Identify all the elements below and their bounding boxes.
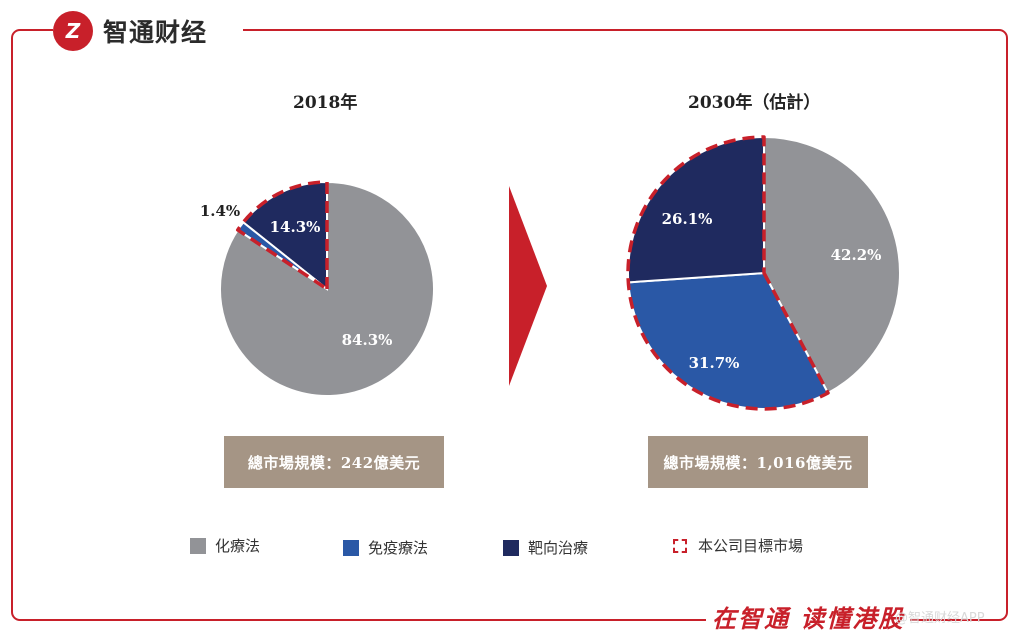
market-size-2018: 總市場規模：242億美元 bbox=[224, 436, 444, 488]
footer-slogan: 在智通 读懂港股 bbox=[706, 599, 911, 634]
brand-name: 智通财经 bbox=[103, 18, 208, 47]
target-market-outline-2018 bbox=[236, 180, 329, 291]
market-size-2030: 總市場規模：1,016億美元 bbox=[648, 436, 868, 488]
legend-item-target-market: 本公司目標市場 bbox=[673, 535, 803, 556]
legend-label-immuno: 免疫療法 bbox=[368, 539, 429, 557]
chart-title-2018: 2018年 bbox=[293, 93, 358, 113]
pie-chart-2030: 42.2% 31.7% 26.1% bbox=[626, 135, 901, 411]
pie-label-2018-immuno: 1.4% bbox=[200, 202, 240, 220]
legend-label-chemo: 化療法 bbox=[215, 537, 261, 555]
pie-label-2030-immuno: 31.7% bbox=[689, 354, 740, 372]
legend-swatch-immuno bbox=[343, 539, 359, 556]
frame-border bbox=[11, 29, 1008, 621]
legend-item-targeted: 靶向治療 bbox=[503, 537, 588, 558]
pie-label-2018-targeted: 14.3% bbox=[270, 218, 321, 236]
legend: 化療法 免疫療法 靶向治療 本公司目標市場 bbox=[0, 535, 1020, 563]
brand-header: Z 智通财经 bbox=[53, 8, 243, 54]
target-market-outline-2030 bbox=[626, 135, 830, 411]
legend-item-chemo: 化療法 bbox=[190, 535, 260, 556]
brand-logo-icon: Z bbox=[53, 11, 93, 51]
legend-swatch-targeted bbox=[503, 539, 519, 556]
pie-label-2030-targeted: 26.1% bbox=[662, 210, 713, 228]
watermark: @智通财经APP bbox=[895, 611, 985, 626]
legend-label-targeted: 靶向治療 bbox=[528, 539, 589, 557]
legend-item-immuno: 免疫療法 bbox=[343, 537, 428, 558]
chart-title-2030: 2030年（估計） bbox=[688, 93, 821, 113]
pie-label-2018-chemo: 84.3% bbox=[342, 331, 393, 349]
pie-chart-2018: 84.3% 1.4% 14.3% bbox=[200, 180, 435, 397]
pie-label-2030-chemo: 42.2% bbox=[831, 246, 882, 264]
legend-swatch-target-market bbox=[673, 538, 687, 553]
legend-label-target-market: 本公司目標市場 bbox=[698, 537, 804, 555]
pie-slice-2030-chemo bbox=[763, 135, 901, 395]
arrow-icon bbox=[509, 186, 547, 386]
legend-swatch-chemo bbox=[190, 537, 206, 554]
